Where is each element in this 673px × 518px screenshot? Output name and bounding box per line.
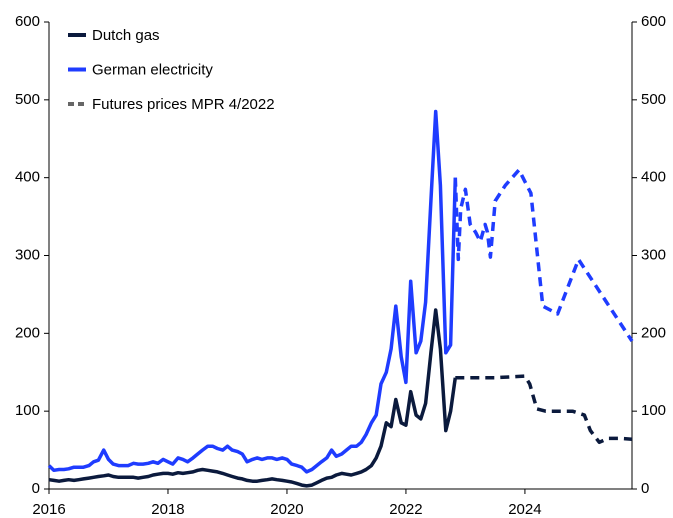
y2-tick-label: 300 bbox=[641, 246, 666, 263]
y-tick-label: 500 bbox=[15, 91, 40, 108]
x-tick-label: 2020 bbox=[270, 501, 303, 518]
y2-tick-label: 500 bbox=[641, 91, 666, 108]
x-tick-label: 2016 bbox=[32, 501, 65, 518]
legend-label: Dutch gas bbox=[92, 27, 160, 44]
y2-tick-label: 0 bbox=[641, 480, 649, 497]
y-tick-label: 100 bbox=[15, 402, 40, 419]
y2-tick-label: 100 bbox=[641, 402, 666, 419]
y-tick-label: 300 bbox=[15, 246, 40, 263]
series-line bbox=[48, 308, 458, 488]
y-tick-label: 0 bbox=[32, 480, 40, 497]
x-tick-label: 2024 bbox=[508, 501, 541, 518]
y-tick-label: 600 bbox=[15, 13, 40, 30]
y2-tick-label: 200 bbox=[641, 324, 666, 341]
x-tick-label: 2018 bbox=[151, 501, 184, 518]
y-tick-label: 200 bbox=[15, 324, 40, 341]
series-line bbox=[47, 109, 458, 474]
legend-label: German electricity bbox=[92, 61, 213, 78]
y2-tick-label: 600 bbox=[641, 13, 666, 30]
x-tick-label: 2022 bbox=[389, 501, 422, 518]
y-tick-label: 400 bbox=[15, 169, 40, 186]
legend-label: Futures prices MPR 4/2022 bbox=[92, 96, 275, 113]
futures-line bbox=[453, 168, 634, 343]
y2-tick-label: 400 bbox=[641, 169, 666, 186]
futures-line bbox=[455, 374, 633, 445]
